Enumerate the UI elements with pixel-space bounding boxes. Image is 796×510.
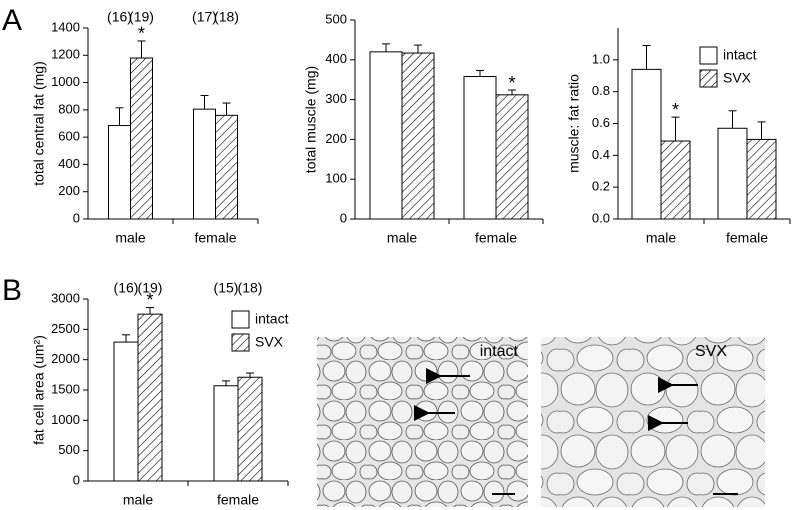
legend-swatch [231, 333, 250, 352]
x-tick-label: male [646, 230, 677, 246]
n-label: (16) [107, 9, 132, 25]
bar [401, 52, 435, 220]
y-axis-label: muscle: fat ratio [566, 74, 582, 173]
bar [130, 57, 153, 220]
legend-swatch [699, 69, 718, 88]
y-axis-label: total central fat (mg) [31, 61, 47, 186]
significance-star: * [146, 290, 153, 310]
image-label: intact [480, 343, 519, 360]
y-tick-label: 2000 [51, 351, 80, 366]
n-label: (17) [192, 9, 217, 25]
y-tick-label: 500 [58, 442, 80, 457]
y-axis-label: fat cell area (um²) [31, 335, 47, 445]
bar [631, 68, 662, 220]
y-tick-label: 1200 [51, 47, 80, 62]
x-tick-label: male [115, 230, 146, 246]
y-tick-label: 0.4 [592, 147, 610, 162]
y-tick-label: 3000 [51, 290, 80, 305]
micrograph: SVX [541, 337, 765, 507]
bar [463, 76, 497, 220]
y-tick-label: 1400 [51, 19, 80, 34]
legend-swatch [699, 46, 718, 65]
n-label: (16) [114, 280, 139, 296]
x-tick-label: female [726, 230, 768, 246]
y-tick-label: 1000 [51, 412, 80, 427]
x-tick-label: male [387, 230, 418, 246]
legend-label: intact [723, 47, 757, 63]
x-tick-label: male [123, 492, 154, 508]
y-tick-label: 0.8 [592, 83, 610, 98]
bar [215, 114, 238, 220]
n-label: (19) [129, 9, 154, 25]
micrograph: intact [317, 337, 528, 507]
y-tick-label: 2500 [51, 321, 80, 336]
panel-label: B [2, 274, 22, 307]
y-tick-label: 0 [73, 210, 80, 225]
legend-label: SVX [723, 70, 752, 86]
y-tick-label: 200 [58, 183, 80, 198]
x-tick-label: female [217, 492, 259, 508]
image-label: SVX [695, 343, 727, 360]
significance-star: * [138, 24, 145, 44]
n-label: (15) [214, 280, 239, 296]
y-tick-label: 0.6 [592, 115, 610, 130]
bar [717, 127, 748, 220]
bar [137, 313, 163, 482]
y-tick-label: 800 [58, 101, 80, 116]
y-tick-label: 400 [325, 51, 347, 66]
bar [495, 94, 529, 220]
n-label: (19) [138, 280, 163, 296]
bar [660, 140, 691, 220]
bar [237, 376, 263, 482]
n-label: (18) [214, 9, 239, 25]
y-tick-label: 0 [340, 210, 347, 225]
bar [113, 341, 139, 482]
x-tick-label: female [475, 230, 517, 246]
significance-star: * [672, 100, 679, 120]
y-axis-label: total muscle (mg) [303, 66, 319, 173]
y-tick-label: 100 [325, 171, 347, 186]
bar [746, 138, 777, 220]
bar [193, 108, 216, 220]
n-label: (18) [238, 280, 263, 296]
y-tick-label: 0.2 [592, 179, 610, 194]
legend-label: SVX [255, 334, 284, 350]
bar [108, 125, 131, 220]
y-tick-label: 1.0 [592, 51, 610, 66]
x-tick-label: female [194, 230, 236, 246]
panel-label: A [2, 4, 22, 37]
y-tick-label: 200 [325, 131, 347, 146]
y-tick-label: 300 [325, 91, 347, 106]
bar [369, 51, 403, 220]
y-tick-label: 0 [73, 472, 80, 487]
y-tick-label: 0.0 [592, 210, 610, 225]
legend-label: intact [255, 311, 289, 327]
y-tick-label: 400 [58, 156, 80, 171]
y-tick-label: 1500 [51, 381, 80, 396]
legend-swatch [231, 310, 250, 329]
bar [213, 385, 239, 482]
y-tick-label: 500 [325, 11, 347, 26]
y-tick-label: 1000 [51, 74, 80, 89]
y-tick-label: 600 [58, 129, 80, 144]
significance-star: * [508, 73, 515, 93]
